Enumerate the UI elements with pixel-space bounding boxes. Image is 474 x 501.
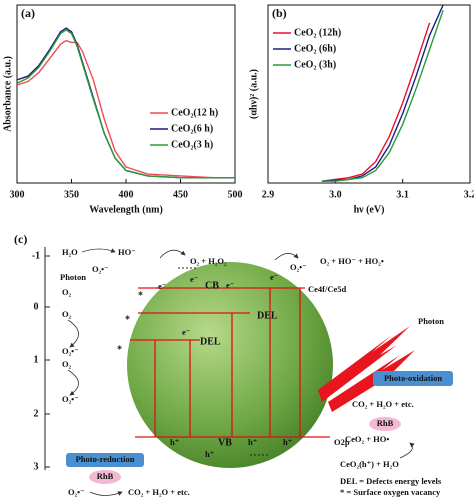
hole: h⁺ xyxy=(248,437,257,447)
box xyxy=(66,453,144,467)
ce-level: Ce4f/Ce5d xyxy=(308,284,347,294)
species: O₂•⁻ xyxy=(68,487,85,497)
x-tick-label: 300 xyxy=(10,189,25,200)
y-axis-label: (αhν)² (a.u.) xyxy=(248,69,259,119)
species: O₂•⁻ xyxy=(62,346,79,356)
legend-label: CeO₂ (6h) xyxy=(294,43,336,54)
x-tick-label: 3.2 xyxy=(464,189,474,200)
chart: 2.9 3.0 3.1 3.2 hν (eV) (αhν)² (a.u.) (b) CeO₂ … xyxy=(248,4,474,215)
plot-frame xyxy=(267,4,471,184)
diagram: (c) -1 0 1 2 3 e⁻ e⁻ e⁻ e⁻ e⁻ CB DEL DEL… xyxy=(14,232,453,497)
charts: 300 350 400 450 500 Wavelength (nm) Absorbance… xyxy=(2,4,474,215)
series-line xyxy=(321,22,431,182)
note: * = Surface oxygen vacancy xyxy=(340,487,441,497)
scale-label: -1 xyxy=(32,250,40,261)
electron: e⁻ xyxy=(158,281,166,291)
x-tick-label: 450 xyxy=(173,189,188,200)
chart: 300 350 400 450 500 Wavelength (nm) Absorbance… xyxy=(2,4,243,215)
electron: e⁻ xyxy=(190,274,198,284)
species: O₂ xyxy=(62,309,72,319)
series-line xyxy=(17,39,235,179)
x-tick-label: 2.9 xyxy=(262,189,275,200)
legend-label: CeO₂(3 h) xyxy=(171,139,213,150)
panel-label: (a) xyxy=(21,6,35,20)
lightning xyxy=(318,326,415,412)
del-label: DEL xyxy=(257,310,278,321)
vacancy: * xyxy=(138,290,143,301)
cb-label: CB xyxy=(205,280,219,291)
scale: -1 0 1 2 3 xyxy=(32,250,50,472)
species: CO₂ + H₂O + etc. xyxy=(128,487,190,497)
x-tick-label: 3.1 xyxy=(396,189,409,200)
x-tick-label: 400 xyxy=(119,189,134,200)
legend-label: CeO₂ (12h) xyxy=(294,27,341,38)
series-line xyxy=(17,29,235,179)
electron: e⁻ xyxy=(270,272,278,282)
electron: e⁻ xyxy=(182,327,190,337)
species: CeO₂ + HO• xyxy=(345,434,389,444)
band-lines xyxy=(130,267,330,456)
species: O₂ xyxy=(62,359,72,369)
scale-label: 2 xyxy=(34,408,39,419)
del-label: DEL xyxy=(200,336,221,347)
species: O₂ + HO⁻ + HO₂• xyxy=(320,256,384,266)
vb-label: VB xyxy=(218,437,232,448)
electron: e⁻ xyxy=(226,280,234,290)
photon-label: Photon xyxy=(418,316,444,326)
note: DEL = Defects energy levels xyxy=(340,476,442,486)
box-label: Photo-reduction xyxy=(76,454,135,464)
species: O₂•⁻ xyxy=(92,264,109,274)
scale-label: 1 xyxy=(34,354,39,365)
hole: h⁺ xyxy=(283,437,292,447)
legend-label: CeO₂ (3h) xyxy=(294,59,336,70)
species: CO₂ + H₂O + etc. xyxy=(352,399,414,409)
panel-label: (c) xyxy=(14,232,27,246)
box xyxy=(373,371,453,386)
dye xyxy=(369,417,401,431)
dye xyxy=(89,470,121,484)
scale-label: 3 xyxy=(34,461,39,472)
plot-frame xyxy=(16,4,236,184)
box-label: Photo-oxidation xyxy=(384,373,442,383)
species: CeO₂(h⁺) + H₂O xyxy=(340,459,399,469)
x-axis-label: hν (eV) xyxy=(354,204,385,215)
panel-label: (b) xyxy=(272,6,287,20)
species: O₂ xyxy=(62,287,72,297)
hole: h⁺ xyxy=(170,437,179,447)
legend-label: CeO₂(6 h) xyxy=(171,123,213,134)
species: O₂•⁻ xyxy=(290,262,307,272)
scale-label: 0 xyxy=(34,301,39,312)
dye-label: RhB xyxy=(377,418,394,428)
hole: h⁺ xyxy=(205,449,214,459)
x-tick-label: 500 xyxy=(228,189,243,200)
photon-label: Photon xyxy=(60,272,86,282)
species: O₂•⁻ xyxy=(62,394,79,404)
dye-label: RhB xyxy=(97,471,114,481)
species: HO⁻ xyxy=(118,247,136,257)
species: O₂ + H₂O₂ xyxy=(190,256,227,266)
y-axis-label: Absorbance (a.u.) xyxy=(2,56,13,132)
legend-label: CeO₂(12 h) xyxy=(171,107,218,118)
x-tick-label: 350 xyxy=(64,189,79,200)
x-axis-label: Wavelength (nm) xyxy=(89,204,163,215)
vacancy: * xyxy=(117,344,122,355)
o-level: O2p xyxy=(334,437,350,447)
species: H₂O xyxy=(62,247,78,257)
vacancy: * xyxy=(125,314,130,325)
x-tick-label: 3.0 xyxy=(329,189,342,200)
series-line xyxy=(321,10,444,182)
